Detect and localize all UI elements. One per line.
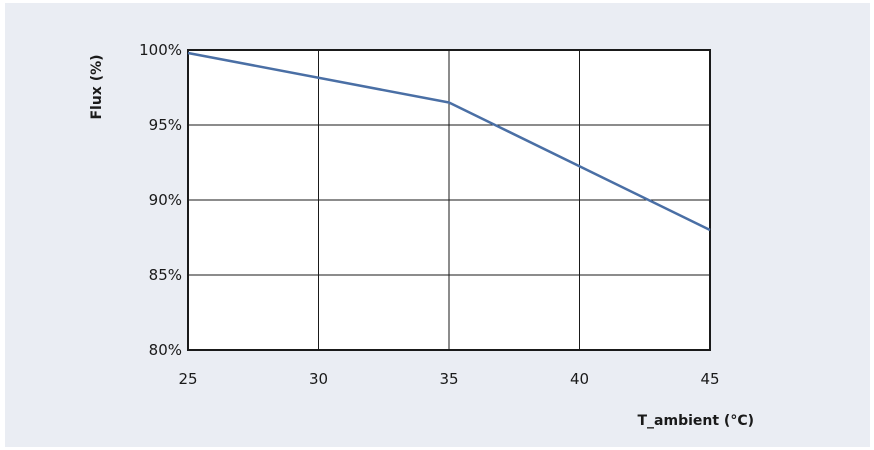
y-tick-label: 85% [149,266,182,284]
plot-frame [187,49,711,351]
x-tick-label: 35 [439,370,458,388]
x-tick-label: 45 [700,370,719,388]
x-axis-ticks: 25 30 35 40 45 [178,370,719,388]
y-tick-label: 80% [149,341,182,359]
x-tick-label: 40 [570,370,589,388]
x-tick-label: 25 [178,370,197,388]
x-axis-title: T_ambient (°C) [637,413,754,429]
series-group [187,51,711,232]
y-tick-label: 90% [149,191,182,209]
y-axis-ticks: 80% 85% 90% 95% 100% [139,41,182,359]
y-tick-label: 95% [149,116,182,134]
y-axis-title: Flux (%) [89,54,105,119]
x-tick-label: 30 [309,370,328,388]
y-tick-label: 100% [139,41,182,59]
series-line [187,51,711,232]
